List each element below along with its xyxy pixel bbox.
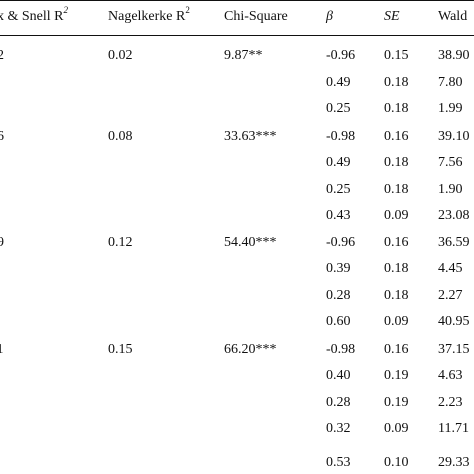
model-4-row-3-wald: 2.23 (438, 395, 463, 410)
model-3-row-4-se: 0.09 (384, 314, 409, 329)
model-1-row-2-beta: 0.49 (326, 75, 351, 90)
top-rule (0, 0, 474, 1)
model-3-row-1-se: 0.16 (384, 235, 409, 250)
model-4-row-2-beta: 0.40 (326, 368, 351, 383)
model-2-row-3-se: 0.18 (384, 182, 409, 197)
header-chi-square: Chi-Square (224, 9, 288, 24)
model-2-row-4-beta: 0.43 (326, 208, 351, 223)
header-nagelkerke-superscript: 2 (185, 5, 190, 16)
header-se: SE (384, 9, 400, 24)
model-1-row-1-wald: 38.90 (438, 48, 470, 63)
model-4-nagelkerke: 0.15 (108, 342, 133, 357)
model-1-row-2-se: 0.18 (384, 75, 409, 90)
model-4-row-4-beta: 0.32 (326, 421, 351, 436)
model-1-chi-square: 9.87** (224, 48, 263, 63)
model-3-chi-square: 54.40*** (224, 235, 277, 250)
model-2-row-1-beta: -0.98 (326, 129, 356, 144)
model-4-chi-square: 66.20*** (224, 342, 277, 357)
model-4-row-4-wald: 11.71 (438, 421, 469, 436)
model-4-row-1-wald: 37.15 (438, 342, 470, 357)
model-4-row-1-se: 0.16 (384, 342, 409, 357)
model-4-row-2-se: 0.19 (384, 368, 409, 383)
model-4-cox-snell: 11 (0, 342, 3, 358)
model-1-row-1-beta: -0.96 (326, 48, 356, 63)
model-2-row-3-beta: 0.25 (326, 182, 351, 197)
header-cox-snell: ox & Snell R2 (0, 5, 69, 24)
model-3-row-4-beta: 0.60 (326, 314, 351, 329)
model-3-row-3-se: 0.18 (384, 288, 409, 303)
model-4-row-1-beta: -0.98 (326, 342, 356, 357)
model-3-row-2-se: 0.18 (384, 261, 409, 276)
model-4-row-3-se: 0.19 (384, 395, 409, 410)
model-3-row-2-wald: 4.45 (438, 261, 463, 276)
header-nagelkerke: Nagelkerke R2 (108, 5, 190, 24)
model-2-row-2-beta: 0.49 (326, 155, 351, 170)
model-4-row-3-beta: 0.28 (326, 395, 351, 410)
model-1-cox-snell: 02 (0, 48, 4, 63)
model-3-row-4-wald: 40.95 (438, 314, 470, 329)
model-2-row-3-wald: 1.90 (438, 182, 463, 197)
model-2-row-1-wald: 39.10 (438, 129, 470, 144)
model-1-nagelkerke: 0.02 (108, 48, 133, 63)
model-1-row-3-se: 0.18 (384, 101, 409, 116)
model-3-row-1-wald: 36.59 (438, 235, 470, 250)
model-2-row-4-wald: 23.08 (438, 208, 470, 223)
model-1-row-1-se: 0.15 (384, 48, 409, 63)
model-1-row-2-wald: 7.80 (438, 75, 463, 90)
model-1-row-3-wald: 1.99 (438, 101, 463, 116)
model-3-nagelkerke: 0.12 (108, 235, 133, 250)
model-4-row-5-wald: 29.33 (438, 455, 470, 470)
model-2-row-1-se: 0.16 (384, 129, 409, 144)
model-2-nagelkerke: 0.08 (108, 129, 133, 144)
model-3-cox-snell: 09 (0, 235, 4, 250)
model-1-row-3-beta: 0.25 (326, 101, 351, 116)
header-wald: Wald (438, 9, 468, 24)
model-2-row-4-se: 0.09 (384, 208, 409, 223)
model-3-row-3-wald: 2.27 (438, 288, 463, 303)
header-rule (0, 35, 474, 36)
model-2-chi-square: 33.63*** (224, 129, 277, 144)
model-3-row-3-beta: 0.28 (326, 288, 351, 303)
model-2-cox-snell: 06 (0, 129, 4, 144)
model-2-row-2-se: 0.18 (384, 155, 409, 170)
model-4-row-2-wald: 4.63 (438, 368, 463, 383)
model-4-row-5-beta: 0.53 (326, 455, 351, 470)
model-3-row-1-beta: -0.96 (326, 235, 356, 250)
header-beta: β (326, 9, 333, 24)
model-2-row-2-wald: 7.56 (438, 155, 463, 170)
model-4-row-4-se: 0.09 (384, 421, 409, 436)
model-3-row-2-beta: 0.39 (326, 261, 351, 276)
header-cox-snell-superscript: 2 (63, 5, 69, 16)
model-4-row-5-se: 0.10 (384, 455, 409, 470)
